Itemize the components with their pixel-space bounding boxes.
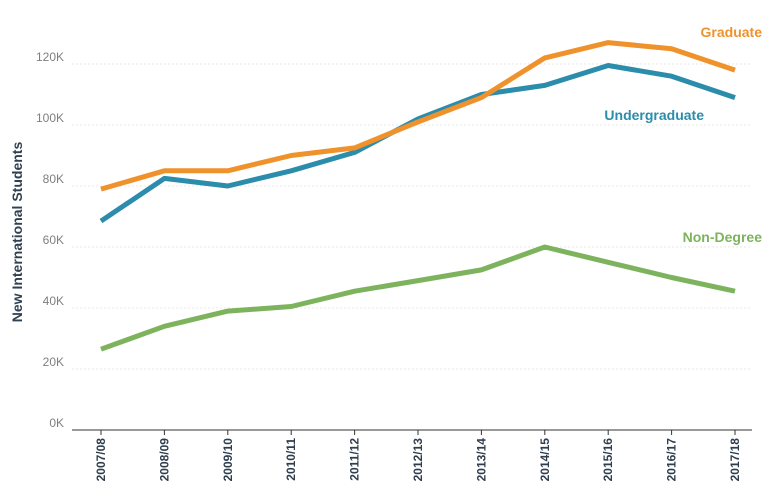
series-line-undergraduate (99, 63, 736, 224)
y-tick-label: 20K (43, 355, 64, 369)
series-label-graduate: Graduate (701, 24, 763, 40)
x-tick-label: 2008/09 (157, 438, 171, 482)
y-tick-label: 80K (43, 172, 64, 186)
y-axis-title: New International Students (9, 142, 25, 323)
series-line-graduate (100, 40, 736, 192)
y-tick-label: 0K (49, 416, 64, 430)
series-lines (99, 40, 736, 352)
x-tick-label: 2012/13 (411, 438, 425, 482)
series-line-non-degree (100, 244, 736, 352)
x-axis: 2007/08 2008/09 2009/10 2010/11 2011/12 2012/… (72, 429, 752, 482)
y-axis-ticks: 0K 20K 40K 60K 80K 100K 120K (36, 50, 64, 430)
x-tick-label: 2010/11 (284, 438, 298, 481)
x-tick-label: 2017/18 (728, 438, 742, 482)
series-label-non-degree: Non-Degree (683, 229, 763, 245)
x-tick-label: 2014/15 (538, 438, 552, 482)
x-tick-label: 2009/10 (221, 438, 235, 482)
x-tick-label: 2011/12 (348, 438, 362, 481)
y-tick-label: 120K (36, 50, 64, 64)
series-labels: Graduate Undergraduate Non-Degree (604, 24, 762, 245)
x-tick-label: 2015/16 (601, 438, 615, 482)
x-tick-label: 2016/17 (665, 438, 679, 482)
x-tick-label: 2007/08 (94, 438, 108, 482)
y-tick-label: 40K (43, 294, 64, 308)
y-tick-label: 60K (43, 233, 64, 247)
x-tick-label: 2013/14 (474, 438, 488, 482)
series-label-undergraduate: Undergraduate (604, 107, 704, 123)
y-tick-label: 100K (36, 111, 64, 125)
